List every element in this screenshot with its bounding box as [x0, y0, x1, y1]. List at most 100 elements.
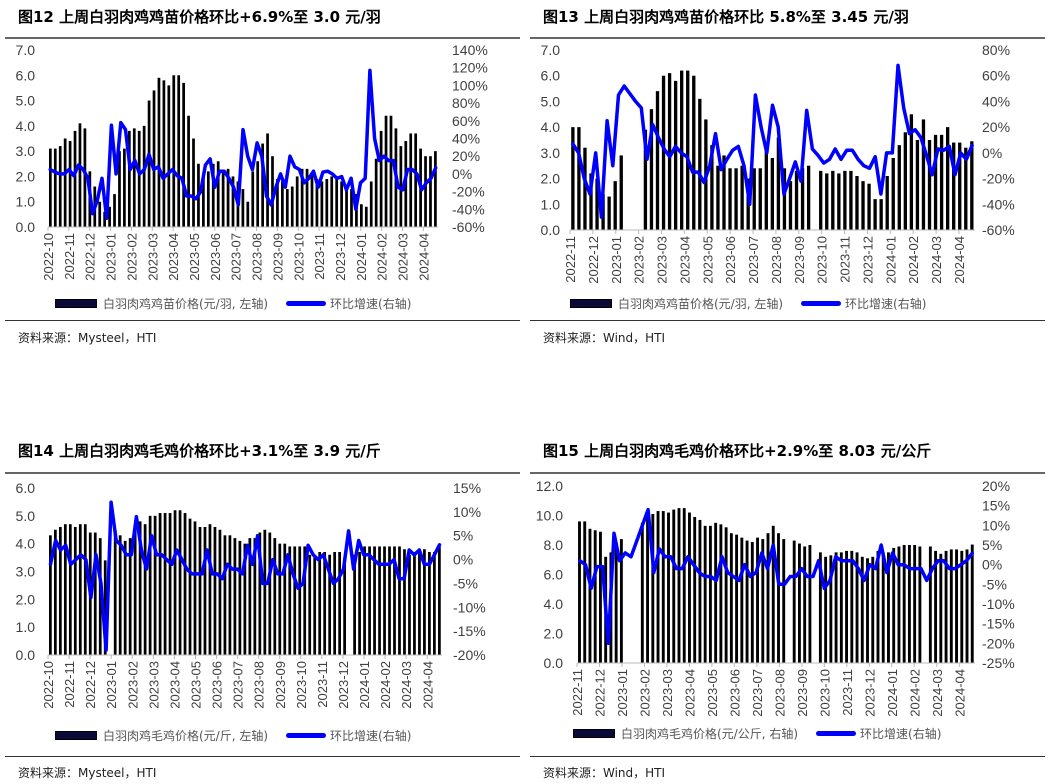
price-bar: [915, 140, 920, 230]
x-axis-tick: 2023-09: [273, 661, 288, 709]
price-bar: [891, 158, 895, 230]
chart-svg: 0.0 2.0 4.0 6.0 8.0 10.0 12.0 -25% -20% -15% -10% -…: [536, 478, 1015, 717]
price-bar: [142, 125, 146, 227]
left-axis-tick: 6.0: [16, 480, 36, 496]
price-bar: [83, 128, 87, 227]
right-axis-tick: -60%: [982, 222, 1015, 238]
left-axis-tick: 10.0: [536, 508, 563, 524]
price-bar: [103, 211, 107, 227]
price-bar: [808, 545, 812, 663]
divider: [530, 37, 1045, 39]
left-axis-tick: 2.0: [16, 168, 36, 184]
price-bar: [364, 206, 368, 227]
price-bar: [226, 168, 230, 227]
x-axis-tick: 2024-04: [952, 236, 967, 284]
price-bar: [424, 156, 427, 227]
right-axis-tick: -40%: [452, 201, 485, 217]
price-bar: [325, 178, 329, 227]
price-bar: [398, 546, 401, 655]
price-bar: [177, 75, 181, 228]
price-bar: [825, 173, 829, 230]
price-bar: [216, 161, 220, 227]
price-bar: [843, 170, 847, 230]
price-bar: [343, 557, 346, 655]
price-bar: [206, 171, 210, 227]
x-axis-tick: 2022-10: [41, 233, 56, 281]
x-axis-tick: 2023-05: [187, 233, 202, 281]
price-bar: [128, 538, 132, 655]
left-axis-tick: 4.0: [16, 118, 36, 134]
price-bar: [383, 546, 386, 655]
left-axis-tick: 2.0: [541, 171, 561, 187]
x-axis-tick: 2022-11: [62, 661, 77, 708]
price-bar: [243, 543, 247, 655]
x-axis-tick: 2023-03: [145, 233, 160, 281]
x-axis-tick: 2023-06: [727, 669, 742, 717]
price-bar: [93, 532, 97, 655]
left-axis-tick: 6.0: [544, 567, 564, 583]
figure-title: 图12 上周白羽肉鸡鸡苗价格环比+6.9%至 3.0 元/羽: [18, 8, 381, 26]
price-bar: [202, 176, 205, 227]
x-axis-tick: 2023-12: [333, 233, 348, 281]
price-bar: [428, 552, 431, 655]
price-bar: [797, 543, 801, 663]
price-bar: [876, 550, 880, 663]
price-bar: [722, 155, 726, 230]
price-bar: [162, 80, 166, 227]
left-axis-tick: 3.0: [16, 564, 36, 580]
price-bar: [724, 527, 728, 663]
right-axis-tick: -20%: [452, 184, 485, 200]
price-bar: [788, 181, 793, 230]
left-axis-tick: 1.0: [541, 196, 561, 212]
legend-line-label: 环比增速(右轴): [330, 297, 412, 311]
price-bar: [433, 552, 436, 655]
price-bar: [68, 524, 72, 655]
price-bar: [589, 173, 593, 230]
price-bar: [221, 171, 225, 227]
price-bar: [933, 134, 938, 230]
price-bar: [118, 151, 121, 227]
price-bar: [710, 145, 714, 230]
price-bar: [965, 549, 969, 663]
price-bar: [756, 537, 759, 663]
price-bar: [53, 148, 57, 227]
left-axis-tick: 3.0: [16, 143, 36, 159]
price-bar: [318, 552, 322, 655]
price-bar: [745, 540, 749, 663]
x-axis-tick: 2023-03: [655, 236, 670, 284]
price-bar: [178, 510, 182, 655]
divider: [530, 472, 1045, 474]
left-axis-tick: 2.0: [16, 591, 36, 607]
x-axis-tick: 2023-12: [860, 236, 875, 284]
figure-title: 图15 上周白羽肉鸡毛鸡价格环比+2.9%至 8.03 元/公斤: [543, 442, 932, 460]
price-bar: [283, 543, 287, 655]
x-axis-tick: 2023-01: [104, 233, 119, 281]
price-bar: [266, 133, 269, 227]
price-bar: [595, 178, 599, 230]
price-bar: [58, 526, 62, 655]
x-axis-tick: 2023-11: [315, 661, 330, 708]
legend: 白羽肉鸡毛鸡价格(元/公斤, 右轴) 环比增速(右轴): [573, 725, 941, 742]
right-axis-tick: 80%: [452, 95, 480, 111]
price-bar: [143, 524, 147, 655]
price-bar: [281, 181, 284, 227]
x-axis-tick: 2024-01: [357, 661, 372, 709]
price-bar: [839, 552, 843, 663]
growth-rate-line: [571, 63, 974, 219]
right-axis-tick: 80%: [982, 42, 1010, 58]
price-bar: [860, 556, 864, 663]
left-axis-tick: 6.0: [16, 67, 36, 83]
x-axis-tick: 2023-06: [723, 236, 738, 284]
growth-rate-line: [48, 68, 438, 220]
price-bar: [960, 550, 964, 663]
left-axis-tick: 5.0: [16, 93, 36, 109]
x-axis-tick: 2024-01: [883, 236, 898, 284]
left-axis-tick: 5.0: [541, 93, 561, 109]
price-bar: [98, 538, 102, 655]
price-bar: [253, 538, 257, 655]
legend-bar-label: 白羽肉鸡鸡苗价格(元/羽, 左轴): [103, 297, 269, 311]
price-bar: [198, 526, 202, 655]
price-bar: [837, 173, 841, 230]
price-bar: [434, 151, 437, 227]
legend-line-swatch: [816, 731, 857, 736]
